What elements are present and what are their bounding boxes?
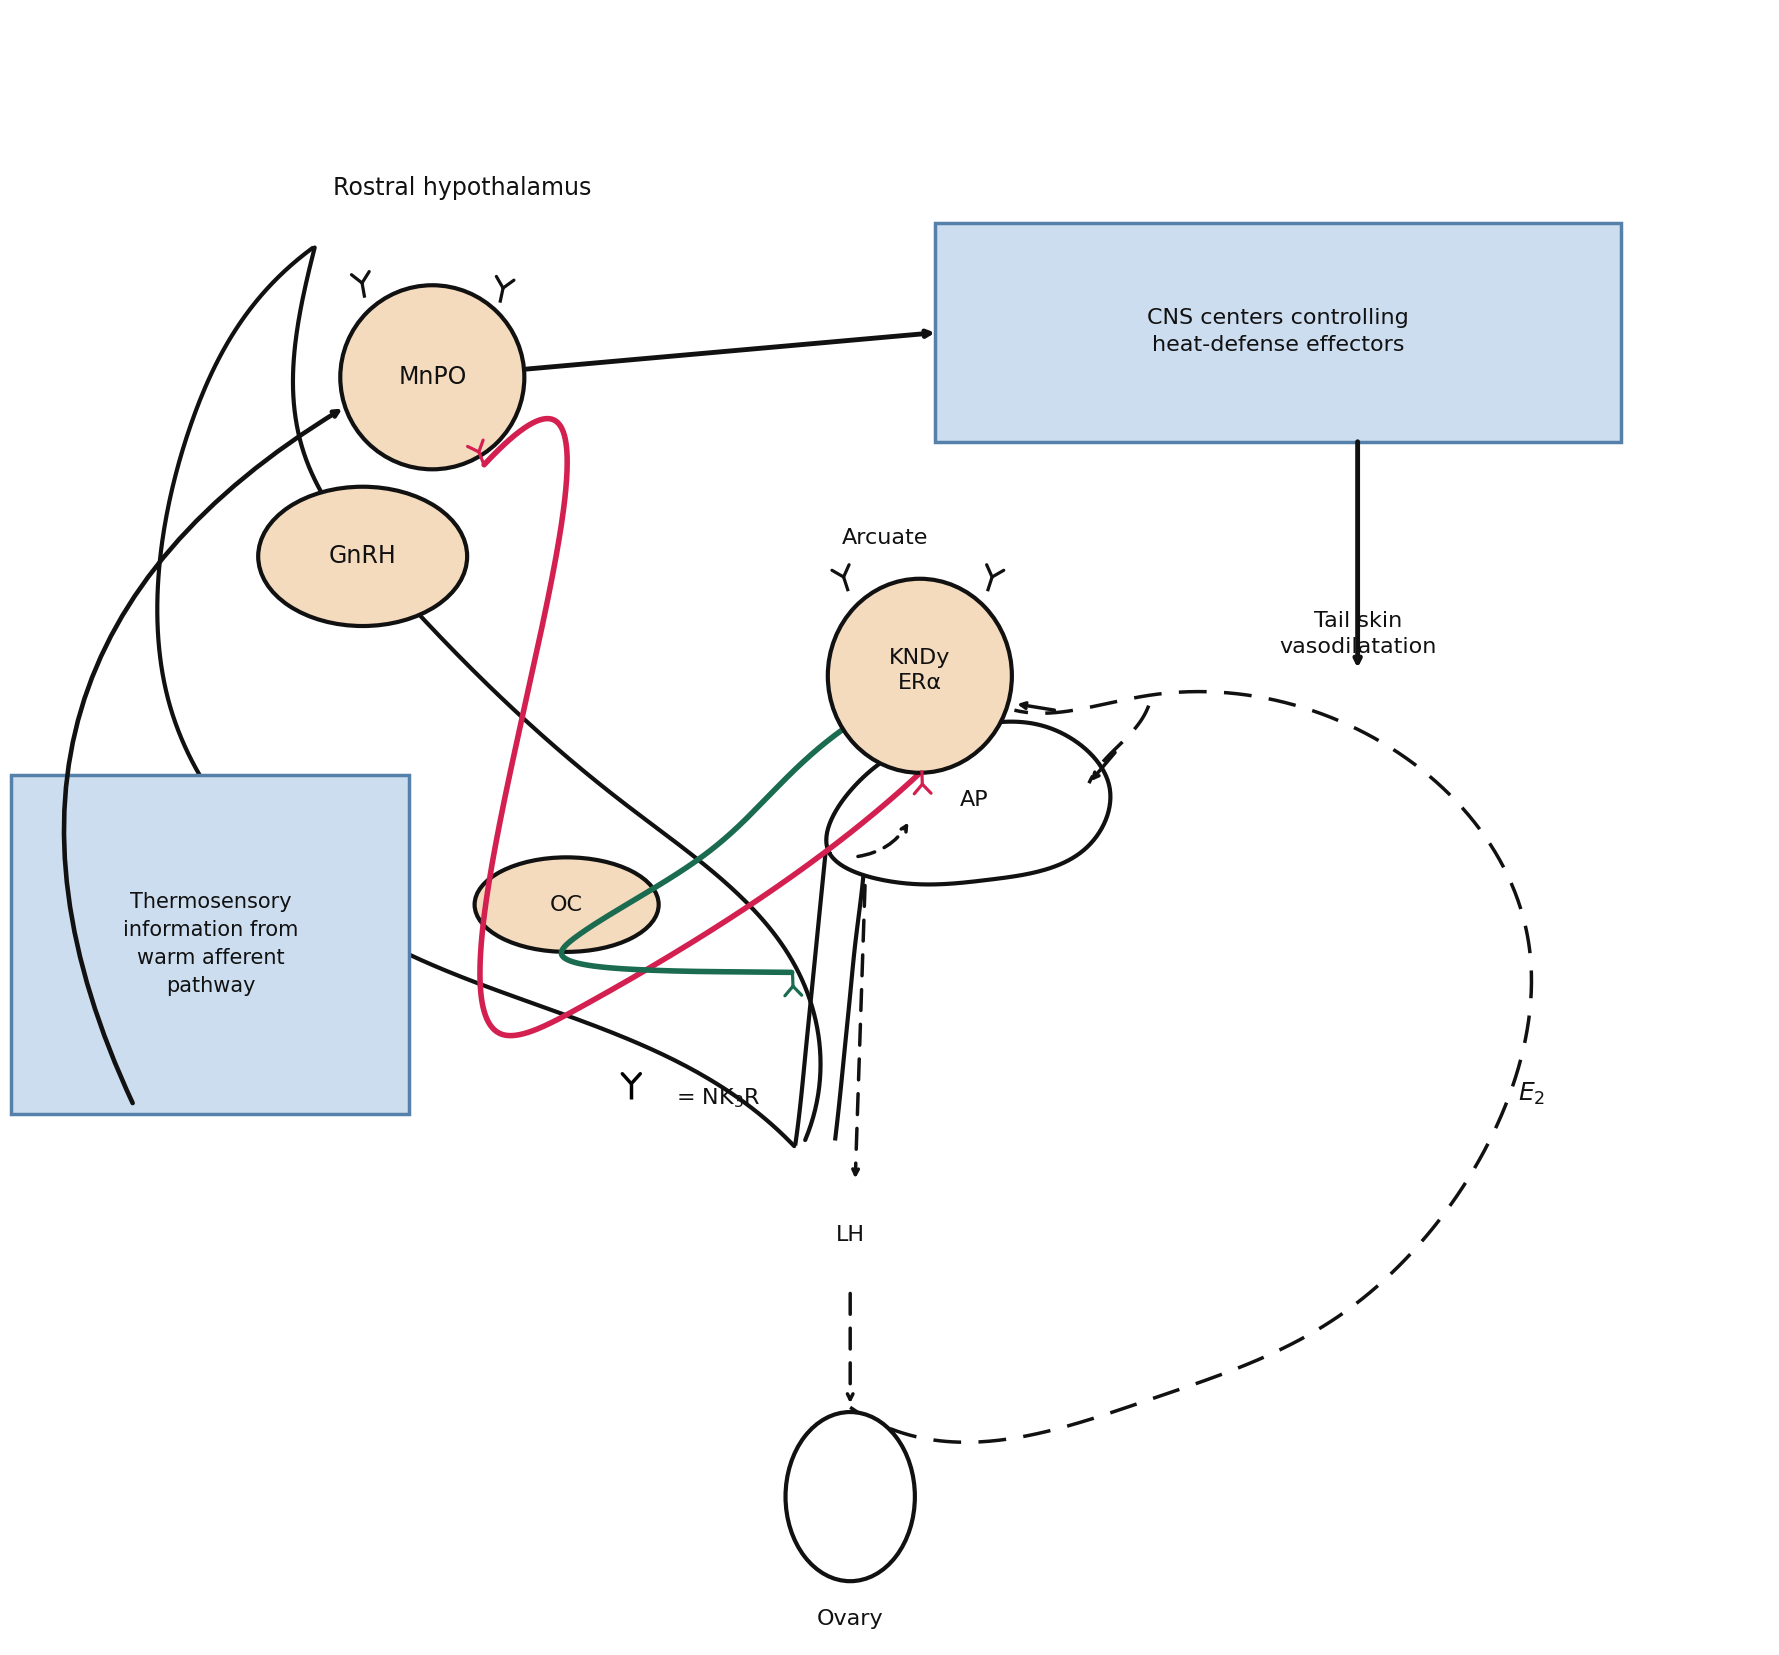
Text: Rostral hypothalamus: Rostral hypothalamus [333, 175, 591, 200]
Text: Thermosensory
information from
warm afferent
pathway: Thermosensory information from warm affe… [123, 892, 299, 996]
Text: Tail skin
vasodilatation: Tail skin vasodilatation [1279, 611, 1436, 657]
Text: LH: LH [836, 1225, 865, 1245]
Ellipse shape [340, 285, 525, 470]
Text: $E_2$: $E_2$ [1517, 1081, 1546, 1107]
Polygon shape [825, 722, 1110, 884]
Text: GnRH: GnRH [329, 544, 397, 568]
Ellipse shape [786, 1412, 914, 1581]
Ellipse shape [475, 857, 658, 952]
Text: KNDy
ERα: KNDy ERα [890, 649, 950, 693]
Text: MnPO: MnPO [398, 366, 466, 389]
Text: Arcuate: Arcuate [841, 528, 929, 548]
Text: Ovary: Ovary [817, 1609, 884, 1629]
Text: OC: OC [550, 895, 584, 915]
Text: = NK$_3$R: = NK$_3$R [676, 1087, 761, 1111]
Ellipse shape [827, 579, 1012, 773]
Ellipse shape [258, 487, 468, 626]
FancyBboxPatch shape [934, 223, 1621, 442]
FancyBboxPatch shape [11, 775, 409, 1114]
Text: AP: AP [961, 789, 989, 811]
Text: CNS centers controlling
heat-defense effectors: CNS centers controlling heat-defense eff… [1147, 308, 1409, 354]
